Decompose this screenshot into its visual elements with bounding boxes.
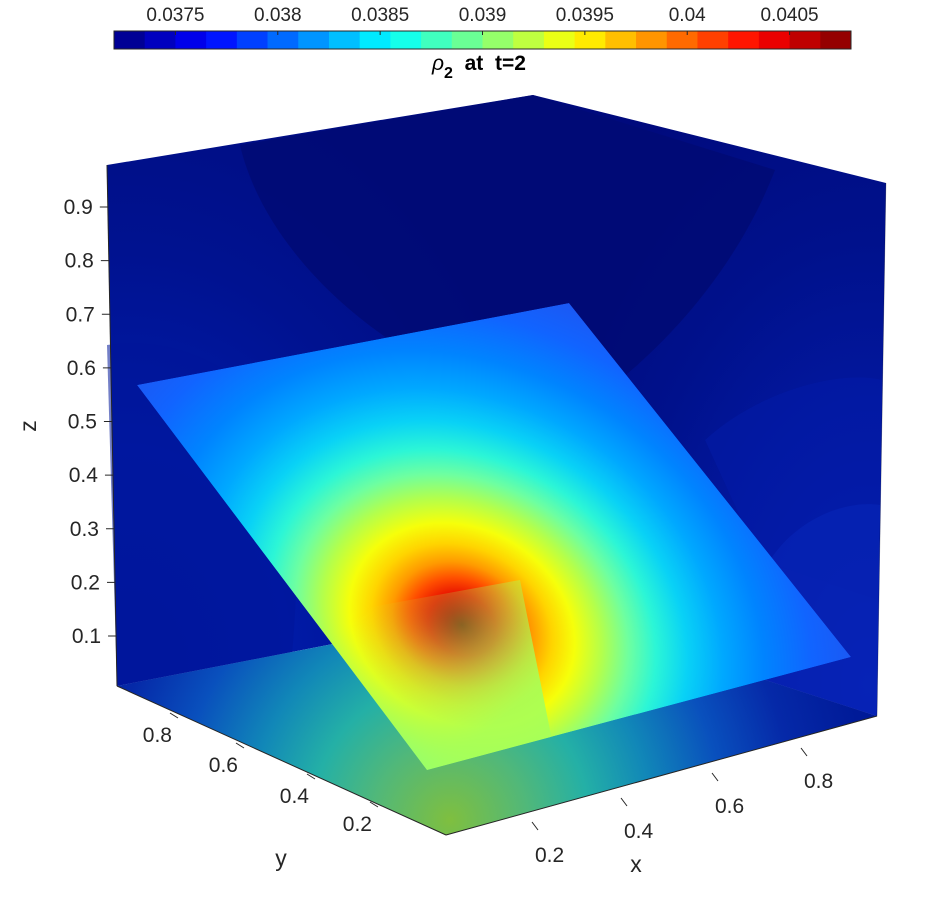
title-suffix: at t=2	[453, 52, 526, 75]
oblique-slice	[137, 303, 851, 770]
y-tick-label: 0.8	[143, 724, 172, 747]
colorbar-tick-label: 0.0405	[761, 5, 819, 26]
colorbar-swatches	[114, 31, 852, 49]
colorbar-swatch	[206, 31, 238, 49]
z-tick-label: 0.3	[70, 518, 99, 541]
x-axis-line	[445, 715, 878, 836]
title-subscript: 2	[444, 65, 453, 82]
colorbar-swatch	[421, 31, 453, 49]
y-tick-label: 0.6	[209, 754, 238, 777]
colorbar-swatch	[543, 31, 576, 49]
colorbar-swatch	[328, 31, 361, 49]
z-tick-label: 0.8	[65, 250, 94, 273]
z-axis-line	[106, 164, 118, 687]
z-ticks: 0.1 0.2 0.3 0.4 0.5 0.6 0.7 0.8 0.9	[64, 196, 117, 648]
x-tick-label: 0.4	[624, 820, 654, 843]
title-symbol: ρ	[431, 52, 444, 75]
colorbar-swatch	[636, 31, 668, 49]
y-axis-label: y	[275, 845, 287, 871]
colorbar-swatch	[298, 31, 330, 49]
x-tick-mark	[800, 747, 808, 757]
colorbar-swatch	[482, 31, 514, 49]
y-tick-mark	[235, 742, 245, 749]
colorbar-swatch	[144, 31, 176, 49]
colorbar-swatch	[267, 31, 299, 49]
colorbar: 0.0375 0.038 0.0385 0.039 0.0395 0.04 0.0405	[113, 5, 852, 50]
slice-scene	[106, 95, 887, 836]
colorbar-tick-label: 0.038	[254, 5, 302, 26]
z-tick-label: 0.2	[71, 571, 100, 594]
colorbar-swatch	[574, 31, 606, 49]
x-tick-label: 0.6	[715, 795, 744, 818]
colorbar-swatch	[114, 31, 146, 49]
y-axis-line	[116, 685, 447, 836]
back-contour-dark	[240, 95, 775, 381]
colorbar-swatch	[359, 31, 391, 49]
z-tick-label: 0.7	[66, 303, 95, 326]
colorbar-tick-label: 0.039	[459, 5, 507, 26]
colorbar-swatch	[728, 31, 760, 49]
y-tick-mark	[306, 773, 316, 780]
z-tick-label: 0.5	[68, 411, 97, 434]
chart-title: ρ2 at t=2	[431, 52, 526, 82]
colorbar-swatch	[789, 31, 821, 49]
x-tick-mark	[711, 772, 719, 782]
z-tick-label: 0.9	[64, 196, 93, 219]
colorbar-ticks: 0.0375 0.038 0.0385 0.039 0.0395 0.04 0.0405	[146, 5, 819, 35]
y-ticks: 0.2 0.4 0.6 0.8	[143, 712, 379, 836]
z-axis-label: z	[15, 420, 41, 432]
colorbar-swatch	[390, 31, 422, 49]
colorbar-tick-label: 0.0385	[351, 5, 409, 26]
colorbar-tick-label: 0.0395	[556, 5, 614, 26]
x-axis-label: x	[630, 851, 642, 877]
colorbar-swatch	[513, 31, 545, 49]
colorbar-swatch	[175, 31, 207, 49]
x-tick-mark	[531, 821, 539, 831]
y-tick-mark	[369, 801, 379, 808]
y-tick-label: 0.2	[343, 813, 372, 836]
x-tick-label: 0.8	[804, 770, 833, 793]
z-tick-label: 0.6	[67, 357, 96, 380]
colorbar-swatch	[605, 31, 637, 49]
colorbar-swatch	[820, 31, 852, 49]
colorbar-swatch	[697, 31, 729, 49]
axes: 0.1 0.2 0.3 0.4 0.5 0.6 0.7 0.8 0.9 0.2 0.4 0.6 0.8…	[15, 164, 878, 877]
colorbar-tick-label: 0.0375	[146, 5, 204, 26]
colorbar-swatch	[666, 31, 698, 49]
colorbar-swatch	[236, 31, 269, 49]
z-tick-label: 0.1	[72, 625, 101, 648]
colorbar-tick-label: 0.04	[669, 5, 706, 26]
x-tick-label: 0.2	[535, 844, 564, 867]
oblique-slice-foot	[300, 580, 560, 770]
colorbar-swatch	[758, 31, 791, 49]
x-ticks: 0.2 0.4 0.6 0.8	[531, 747, 833, 867]
colorbar-swatch	[451, 31, 483, 49]
z-tick-label: 0.4	[69, 464, 99, 487]
y-tick-label: 0.4	[280, 785, 310, 808]
x-tick-mark	[620, 797, 628, 807]
y-tick-mark	[169, 712, 179, 719]
